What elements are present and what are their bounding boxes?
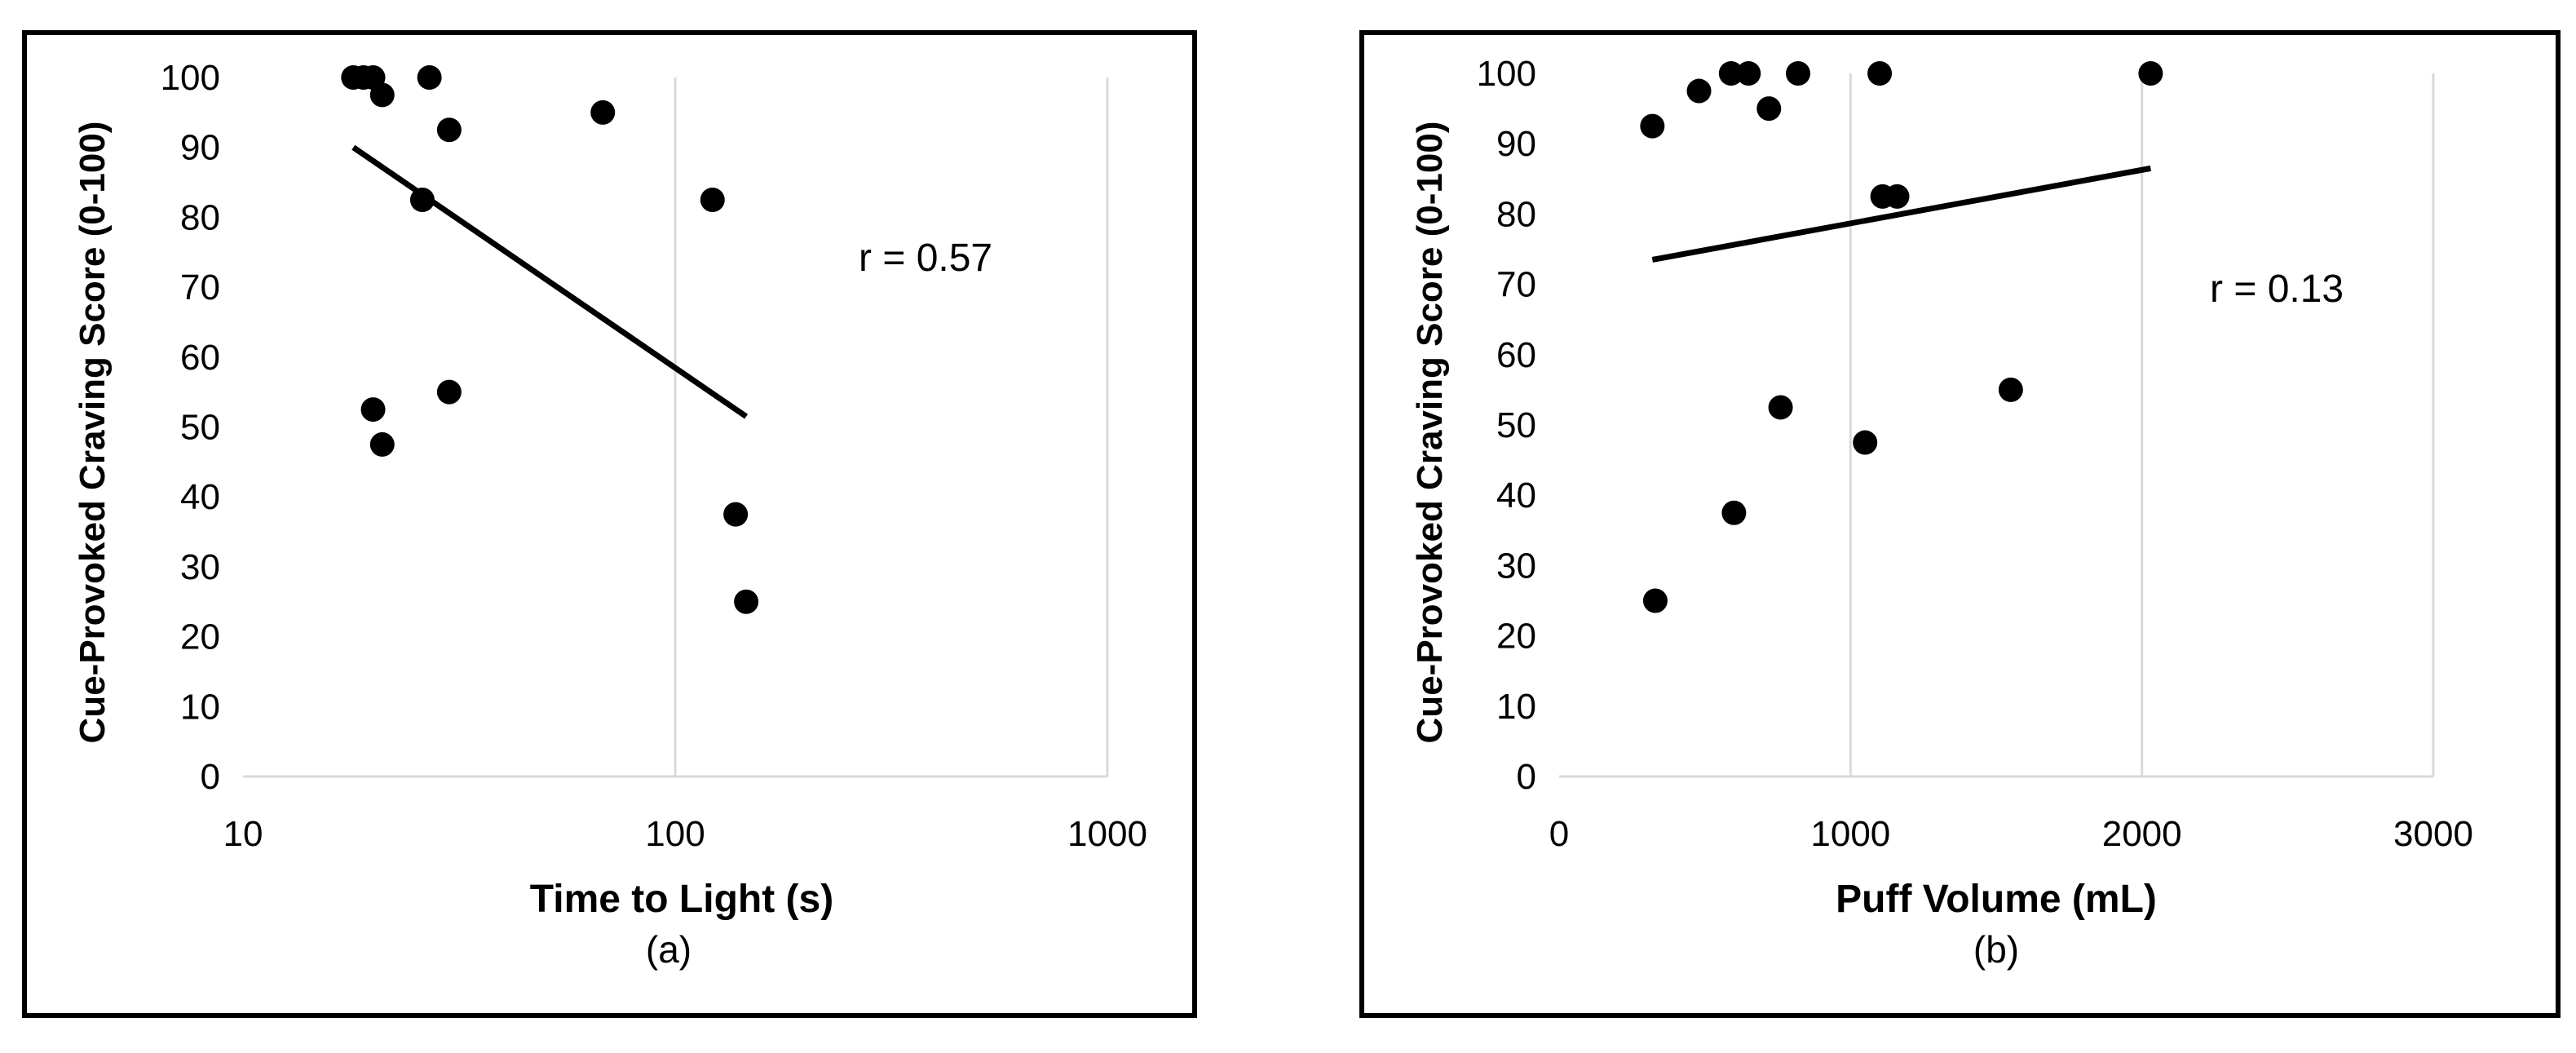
data-point: [734, 589, 759, 614]
data-point: [1721, 500, 1747, 525]
trendline: [1651, 165, 2152, 263]
data-point: [1686, 78, 1712, 104]
data-point: [590, 100, 616, 125]
data-point: [1853, 430, 1878, 455]
data-point: [1642, 588, 1668, 613]
data-point: [409, 187, 435, 212]
y-tick-label: 40: [1496, 476, 1536, 515]
x-tick-label: 1000: [1810, 814, 1890, 854]
x-tick-label: 0: [1549, 814, 1569, 854]
data-point: [1867, 61, 1893, 86]
y-tick-label: 90: [1496, 124, 1536, 164]
y-tick-label: 10: [1496, 687, 1536, 727]
data-point: [1768, 395, 1793, 420]
y-tick-label: 80: [1496, 194, 1536, 234]
y-tick-label: 90: [180, 128, 220, 168]
panel-a-x-tick-labels: 10 100 1000: [223, 814, 1147, 854]
x-tick-label: 100: [645, 814, 705, 854]
y-tick-label: 30: [180, 547, 220, 587]
panel-b-gridlines: [1849, 73, 2435, 776]
y-tick-label: 100: [161, 58, 220, 98]
panel-a-frame: [22, 30, 1197, 1018]
panel-b-y-axis-title: Cue-Provoked Craving Score (0-100): [1410, 122, 1450, 744]
y-tick-label: 10: [180, 687, 220, 727]
data-point: [2138, 61, 2163, 86]
y-tick-label: 0: [1517, 757, 1536, 797]
data-point: [700, 187, 725, 212]
y-tick-label: 80: [180, 197, 220, 237]
x-tick-label: 10: [223, 814, 263, 854]
panel-b-points: [1640, 61, 2163, 613]
panel-b-correlation-label: r = 0.13: [2210, 268, 2344, 311]
data-point: [417, 65, 442, 90]
panel-a-x-axis-title: Time to Light (s): [530, 878, 833, 921]
y-tick-label: 40: [180, 477, 220, 517]
data-point: [1640, 113, 1665, 139]
y-tick-label: 60: [180, 338, 220, 378]
x-tick-label: 2000: [2102, 814, 2182, 854]
panel-b-x-axis-title: Puff Volume (mL): [1836, 878, 2157, 921]
y-tick-label: 50: [1496, 405, 1536, 445]
panel-a-y-tick-labels: 0 10 20 30 40 50 60 70 80 90 100: [161, 58, 220, 797]
y-tick-label: 50: [180, 408, 220, 448]
chart-panel-b: 0 10 20 30 40 50 60 70 80 90 100 0 1000 2000 3000 Cue…: [1359, 30, 2561, 1018]
y-tick-label: 20: [180, 617, 220, 657]
y-tick-label: 20: [1496, 617, 1536, 657]
panel-b-caption: (b): [1973, 928, 2019, 971]
panel-b-y-tick-labels: 0 10 20 30 40 50 60 70 80 90 100: [1477, 54, 1536, 797]
data-point: [369, 431, 395, 457]
panel-a-correlation-label: r = 0.57: [859, 237, 992, 280]
data-point: [1885, 184, 1910, 209]
x-tick-label: 3000: [2393, 814, 2473, 854]
data-point: [1998, 377, 2023, 402]
y-tick-label: 100: [1477, 54, 1536, 94]
data-point: [1756, 96, 1782, 122]
y-tick-label: 60: [1496, 335, 1536, 375]
data-point: [1736, 61, 1761, 86]
y-tick-label: 70: [180, 268, 220, 307]
data-point: [723, 502, 749, 527]
data-point: [369, 82, 395, 108]
data-point: [360, 397, 386, 423]
data-point: [1786, 61, 1811, 86]
y-tick-label: 70: [1496, 265, 1536, 305]
data-point: [1718, 61, 1743, 86]
data-point: [436, 379, 462, 405]
x-tick-label: 1000: [1067, 814, 1147, 854]
panel-a-caption: (a): [646, 928, 691, 971]
panel-b-frame: [1359, 30, 2561, 1018]
panel-b-trendline-group: [1651, 165, 2152, 263]
panel-a-points: [341, 65, 759, 614]
panel-a-gridlines: [674, 77, 1109, 776]
y-tick-label: 30: [1496, 546, 1536, 586]
panel-a-y-axis-title: Cue-Provoked Craving Score (0-100): [73, 122, 113, 744]
y-tick-label: 0: [201, 757, 220, 797]
panel-b-x-tick-labels: 0 1000 2000 3000: [1549, 814, 2473, 854]
data-point: [436, 117, 462, 143]
